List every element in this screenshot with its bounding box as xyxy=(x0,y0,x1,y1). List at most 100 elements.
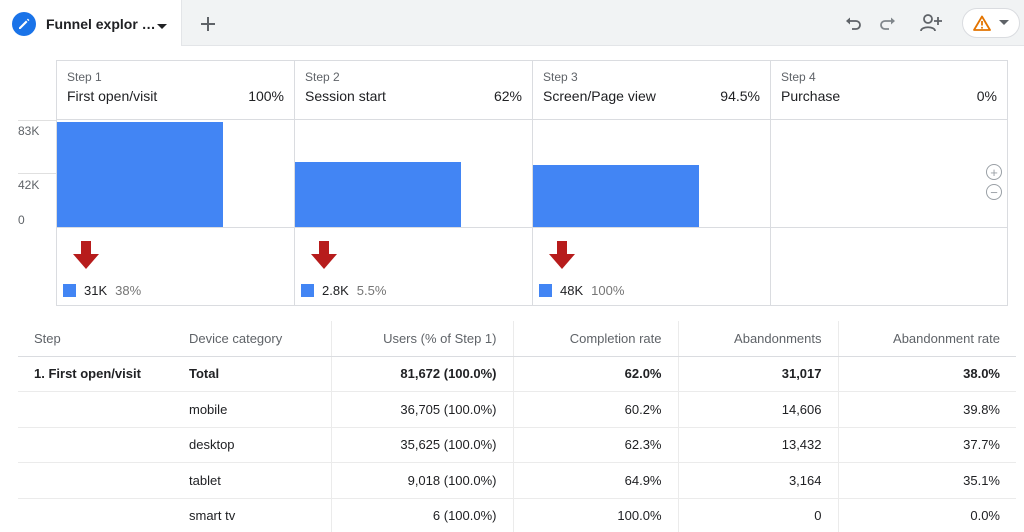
legend-swatch xyxy=(301,284,314,297)
cell-device: smart tv xyxy=(173,498,331,532)
cell-completion: 64.9% xyxy=(512,462,678,499)
funnel-table: Step Device category Users (% of Step 1)… xyxy=(18,321,1016,532)
cell-device: Total xyxy=(173,356,331,392)
step-name: Session start xyxy=(305,88,386,104)
pencil-icon[interactable] xyxy=(12,12,36,36)
cell-abandonments: 3,164 xyxy=(677,462,838,499)
tab-funnel-exploration[interactable]: Funnel explor … xyxy=(0,0,182,46)
table-header-row: Step Device category Users (% of Step 1)… xyxy=(18,321,1016,357)
header-step[interactable]: Step xyxy=(18,321,173,357)
chevron-down-icon[interactable] xyxy=(156,18,168,36)
cell-step: 1. First open/visit xyxy=(18,356,173,392)
dropoff-percentage: 100% xyxy=(591,283,625,298)
cell-abandon-rate: 37.7% xyxy=(837,427,1016,463)
cell-abandon-rate: 35.1% xyxy=(837,462,1016,499)
header-abandonments[interactable]: Abandonments xyxy=(677,321,838,357)
drop-arrow-icon xyxy=(549,241,575,269)
cell-abandon-rate: 0.0% xyxy=(837,498,1016,532)
redo-icon xyxy=(880,17,895,30)
funnel-bar[interactable] xyxy=(57,122,223,227)
funnel-step-2[interactable]: Step 2 Session start 62% 2.8K 5.5% xyxy=(294,60,532,306)
step-number: Step 4 xyxy=(781,70,816,84)
header-completion-rate[interactable]: Completion rate xyxy=(512,321,678,357)
cell-users: 81,672 (100.0%) xyxy=(330,356,513,392)
dropoff-legend[interactable]: 48K 100% xyxy=(539,283,624,298)
add-tab-button[interactable] xyxy=(188,6,228,42)
header-abandonment-rate[interactable]: Abandonment rate xyxy=(837,321,1016,357)
cell-device: mobile xyxy=(173,391,331,428)
funnel-step-4[interactable]: Step 4 Purchase 0% xyxy=(770,60,1008,306)
drop-arrow-icon xyxy=(73,241,99,269)
cell-abandonments: 13,432 xyxy=(677,427,838,463)
cell-completion: 62.0% xyxy=(512,356,678,392)
cell-abandon-rate: 39.8% xyxy=(837,391,1016,428)
step-percentage: 62% xyxy=(493,88,522,104)
zoom-out-button[interactable]: − xyxy=(986,184,1002,200)
cell-abandonments: 31,017 xyxy=(677,356,838,392)
funnel-chart: 83K 42K 0 Step 1 First open/visit 100% 3… xyxy=(18,60,1008,306)
step-name: Screen/Page view xyxy=(543,88,656,104)
add-person-icon xyxy=(920,14,942,32)
step-percentage: 100% xyxy=(248,88,284,104)
header-users[interactable]: Users (% of Step 1) xyxy=(330,321,513,357)
plus-icon xyxy=(201,17,215,31)
funnel-step-3[interactable]: Step 3 Screen/Page view 94.5% 48K 100% xyxy=(532,60,770,306)
cell-completion: 100.0% xyxy=(512,498,678,532)
y-tick-label: 83K xyxy=(18,124,40,138)
cell-abandonments: 14,606 xyxy=(677,391,838,428)
step-name: First open/visit xyxy=(67,88,158,104)
top-bar: Funnel explor … xyxy=(0,0,1024,46)
table-row[interactable]: smart tv 6 (100.0%) 100.0% 0 0.0% xyxy=(18,498,1016,532)
redo-button[interactable] xyxy=(875,10,901,36)
cell-abandon-rate: 38.0% xyxy=(837,356,1016,392)
y-gridline xyxy=(18,120,56,121)
cell-step xyxy=(18,498,173,532)
table-row[interactable]: mobile 36,705 (100.0%) 60.2% 14,606 39.8… xyxy=(18,391,1016,428)
funnel-step-1[interactable]: Step 1 First open/visit 100% 31K 38% xyxy=(56,60,294,306)
cell-device: desktop xyxy=(173,427,331,463)
cell-users: 9,018 (100.0%) xyxy=(330,462,513,499)
dropoff-percentage: 5.5% xyxy=(356,283,387,298)
funnel-bar[interactable] xyxy=(295,162,461,227)
dropoff-percentage: 38% xyxy=(115,283,142,298)
cell-step xyxy=(18,427,173,463)
step-percentage: 94.5% xyxy=(720,88,760,104)
legend-swatch xyxy=(539,284,552,297)
cell-users: 35,625 (100.0%) xyxy=(330,427,513,463)
cell-users: 6 (100.0%) xyxy=(330,498,513,532)
zoom-in-button[interactable]: + xyxy=(986,164,1002,180)
step-percentage: 0% xyxy=(976,88,997,104)
share-button[interactable] xyxy=(916,10,946,36)
tab-title[interactable]: Funnel explor … xyxy=(46,16,156,32)
step-name: Purchase xyxy=(781,88,841,104)
cell-step xyxy=(18,391,173,428)
cell-device: tablet xyxy=(173,462,331,499)
table-row[interactable]: 1. First open/visit Total 81,672 (100.0%… xyxy=(18,356,1016,392)
dropoff-value: 2.8K xyxy=(322,283,349,298)
undo-button[interactable] xyxy=(840,10,866,36)
warning-button[interactable] xyxy=(962,8,1020,38)
cell-users: 36,705 (100.0%) xyxy=(330,391,513,428)
legend-swatch xyxy=(63,284,76,297)
step-number: Step 2 xyxy=(305,70,340,84)
header-device-category[interactable]: Device category xyxy=(173,321,331,357)
table-row[interactable]: tablet 9,018 (100.0%) 64.9% 3,164 35.1% xyxy=(18,462,1016,499)
cell-step xyxy=(18,462,173,499)
cell-completion: 62.3% xyxy=(512,427,678,463)
step-number: Step 1 xyxy=(67,70,102,84)
cell-completion: 60.2% xyxy=(512,391,678,428)
warning-icon xyxy=(973,15,991,31)
funnel-bar[interactable] xyxy=(533,165,699,227)
dropoff-value: 48K xyxy=(560,283,584,298)
cell-abandonments: 0 xyxy=(677,498,838,532)
y-gridline xyxy=(18,173,56,174)
plus-icon: + xyxy=(990,164,998,180)
undo-icon xyxy=(846,17,861,30)
dropoff-legend[interactable]: 31K 38% xyxy=(63,283,141,298)
step-number: Step 3 xyxy=(543,70,578,84)
dropoff-legend[interactable]: 2.8K 5.5% xyxy=(301,283,386,298)
drop-arrow-icon xyxy=(311,241,337,269)
table-row[interactable]: desktop 35,625 (100.0%) 62.3% 13,432 37.… xyxy=(18,427,1016,463)
dropoff-value: 31K xyxy=(84,283,108,298)
y-tick-label: 0 xyxy=(18,213,25,227)
